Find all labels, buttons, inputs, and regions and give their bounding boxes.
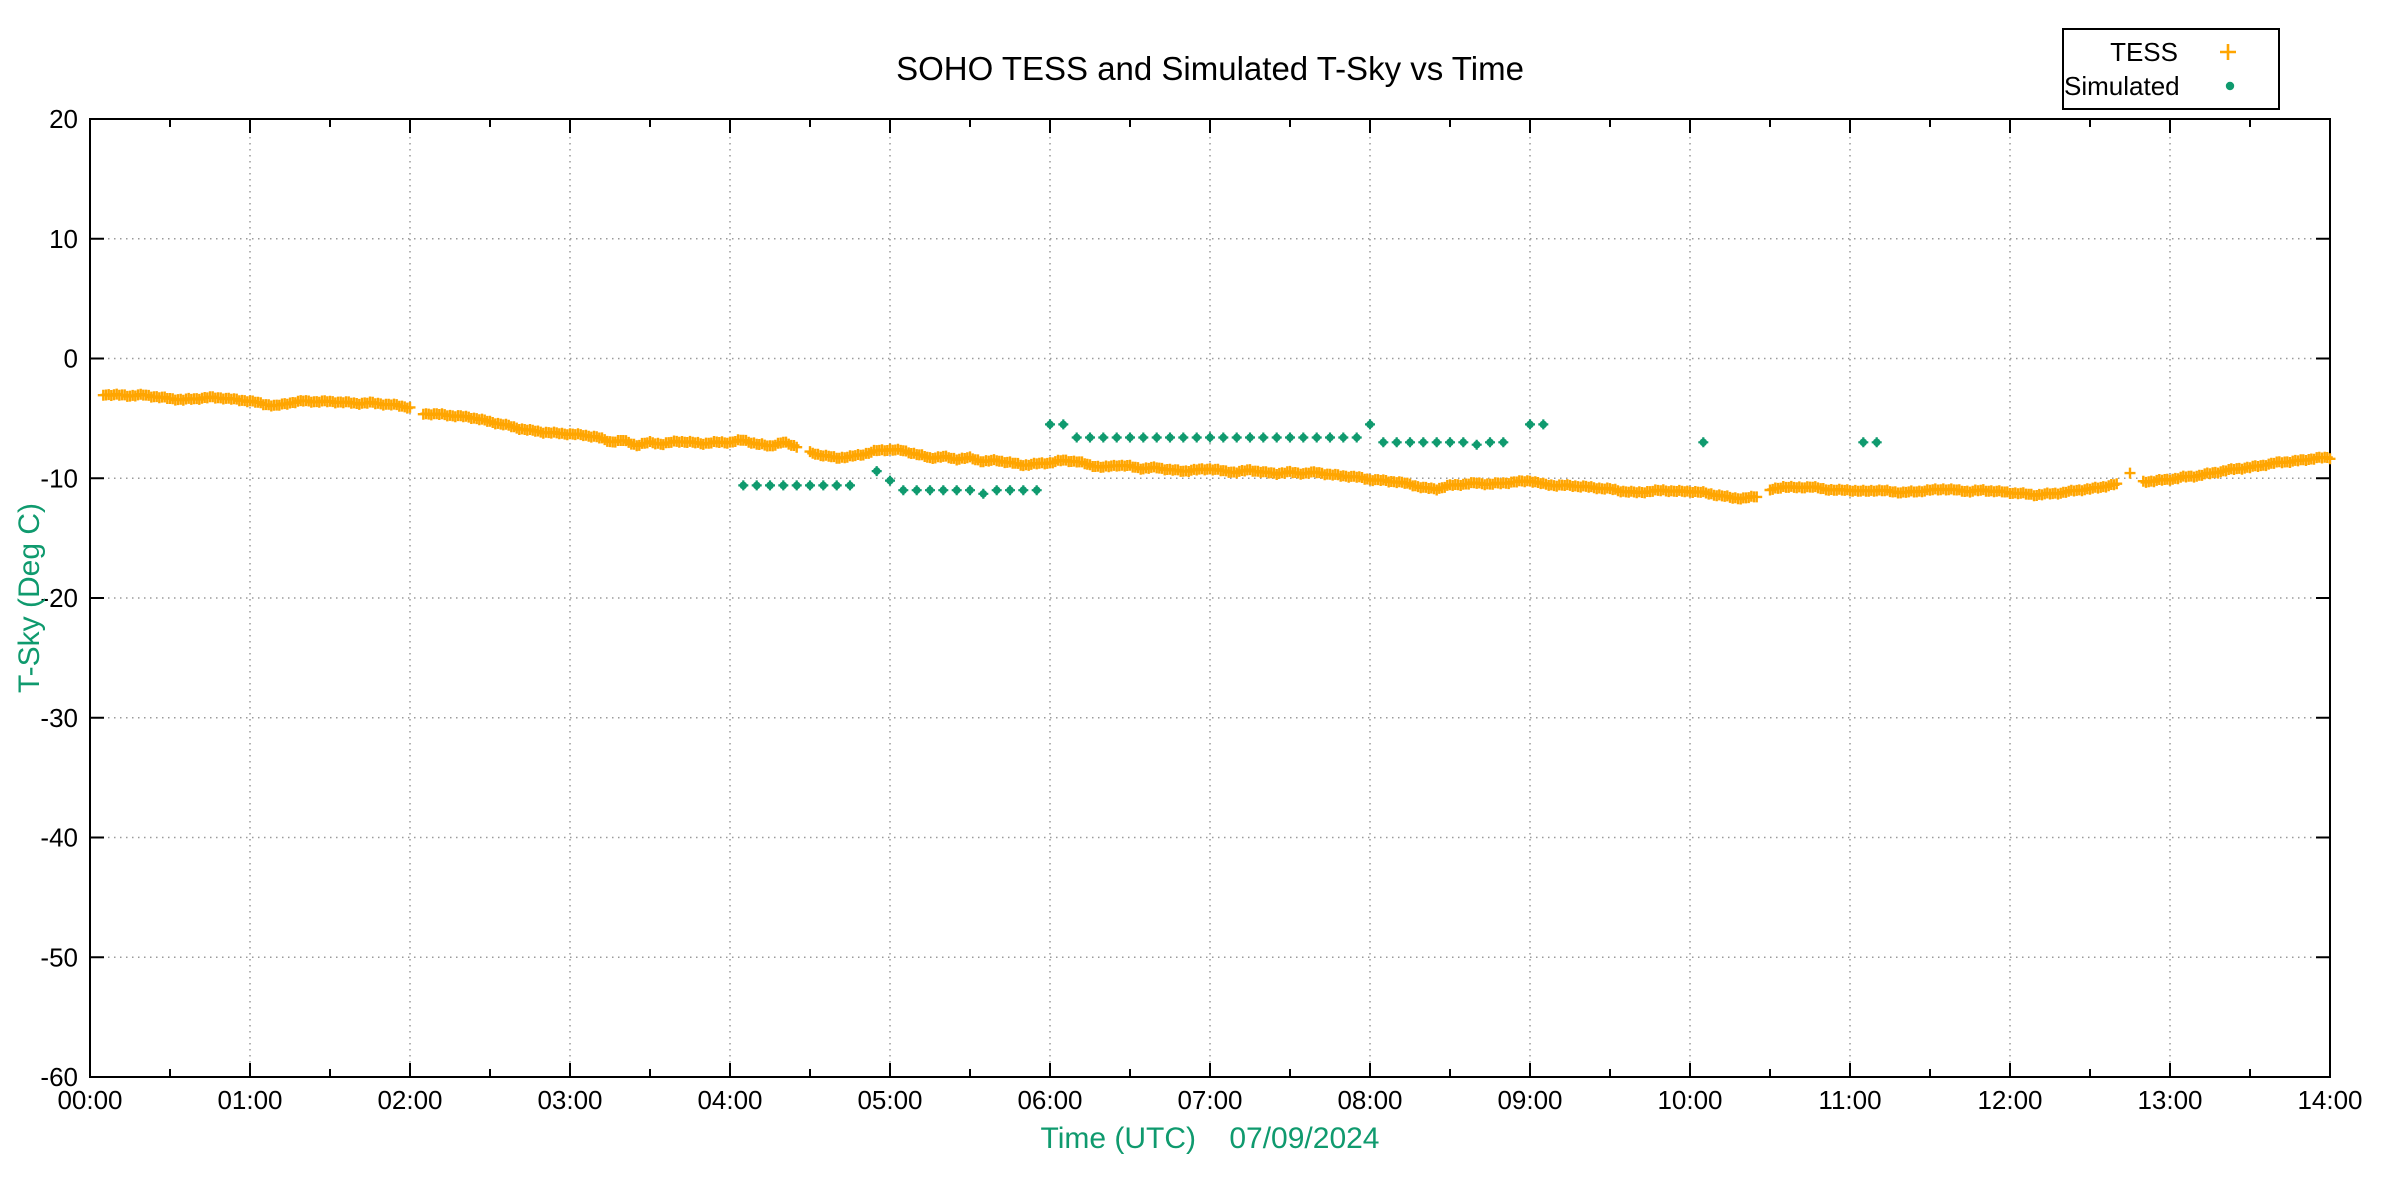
x-tick-label: 10:00 <box>1657 1085 1722 1115</box>
x-tick-label: 00:00 <box>57 1085 122 1115</box>
x-tick-label: 12:00 <box>1977 1085 2042 1115</box>
x-tick-label: 09:00 <box>1497 1085 1562 1115</box>
x-tick-label: 05:00 <box>857 1085 922 1115</box>
simulated-dot-marker-icon <box>2180 72 2280 100</box>
y-tick-label: -50 <box>40 942 78 972</box>
x-tick-label: 11:00 <box>1818 1085 1881 1115</box>
y-tick-label: -20 <box>40 583 78 613</box>
grid-layer <box>90 119 2330 1077</box>
x-tick-label: 03:00 <box>537 1085 602 1115</box>
y-tick-label: 0 <box>64 344 78 374</box>
y-tick-label: -60 <box>40 1062 78 1092</box>
tess-plus-marker-icon <box>2178 38 2278 66</box>
x-tick-label: 01:00 <box>217 1085 282 1115</box>
simulated-series <box>738 419 1882 499</box>
x-tick-label: 04:00 <box>697 1085 762 1115</box>
y-tick-label: -30 <box>40 703 78 733</box>
y-tick-label: 20 <box>49 104 78 134</box>
x-tick-label: 13:00 <box>2137 1085 2202 1115</box>
y-tick-labels: 20 10 0 -10 -20 -30 -40 -50 -60 <box>40 104 78 1092</box>
legend-row-simulated: Simulated <box>2064 69 2278 103</box>
y-tick-label: -10 <box>40 463 78 493</box>
y-axis-label: T-Sky (Deg C) <box>13 502 46 694</box>
legend-label-tess: TESS <box>2110 37 2178 67</box>
x-tick-labels: 00:00 01:00 02:00 03:00 04:00 05:00 06:00 07:00… <box>57 1085 2362 1115</box>
x-tick-label: 02:00 <box>377 1085 442 1115</box>
x-axis-label: Time (UTC) 07/09/2024 <box>1040 1122 1380 1155</box>
x-tick-label: 07:00 <box>1177 1085 1242 1115</box>
legend: TESS Simulated <box>2062 28 2280 110</box>
tick-marks <box>89 118 2331 1078</box>
x-tick-label: 14:00 <box>2297 1085 2362 1115</box>
legend-row-tess: TESS <box>2064 35 2278 69</box>
tess-series <box>97 388 2336 505</box>
y-tick-label: -40 <box>40 823 78 853</box>
legend-label-simulated: Simulated <box>2064 71 2180 101</box>
chart-title: SOHO TESS and Simulated T-Sky vs Time <box>896 50 1524 87</box>
x-tick-label: 06:00 <box>1017 1085 1082 1115</box>
x-tick-label: 08:00 <box>1337 1085 1402 1115</box>
y-tick-label: 10 <box>49 224 78 254</box>
